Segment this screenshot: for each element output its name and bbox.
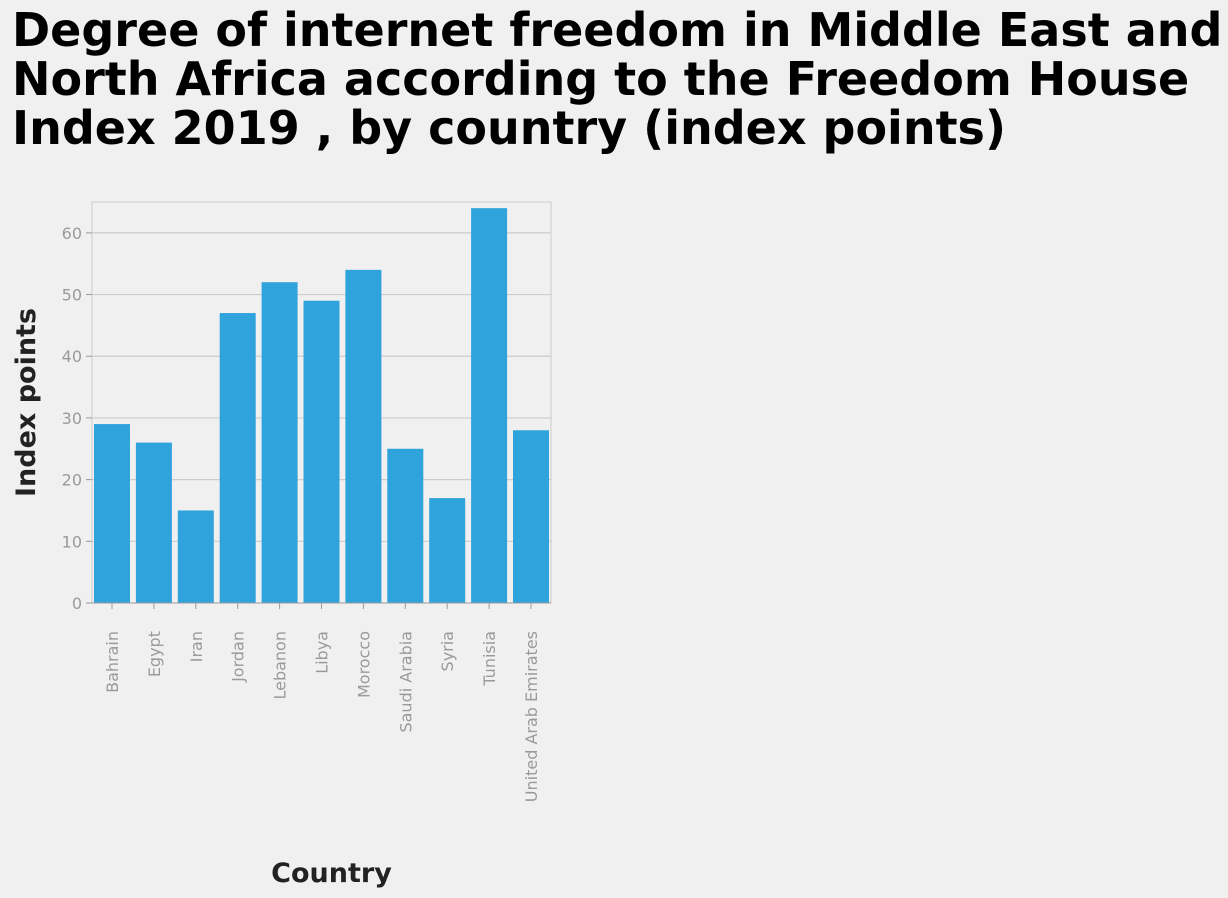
y-tick-label: 40	[62, 347, 82, 366]
bar-united-arab-emirates	[513, 430, 549, 603]
y-axis: 0 10 20 30 40 50 60	[62, 224, 92, 613]
bar-lebanon	[261, 282, 298, 603]
x-axis: Bahrain Egypt Iran Jordan Lebanon Libya Morocc…	[92, 602, 551, 802]
x-tick-label: Saudi Arabia	[396, 631, 415, 733]
y-axis-title: Index points	[11, 308, 42, 497]
x-tick-label: Libya	[313, 631, 332, 674]
x-axis-title: Country	[271, 858, 392, 889]
bar-morocco	[345, 269, 382, 603]
bar-iran	[177, 510, 214, 603]
bar-egypt	[135, 442, 172, 603]
bar-tunisia	[471, 208, 508, 603]
x-tick-label: Morocco	[354, 631, 373, 698]
bar-libya	[303, 300, 340, 603]
bars	[94, 208, 549, 603]
x-tick-label: United Arab Emirates	[522, 631, 541, 802]
x-tick-label: Tunisia	[480, 631, 499, 687]
y-tick-label: 60	[62, 224, 82, 243]
y-tick-label: 50	[62, 286, 82, 305]
x-tick-label: Jordan	[229, 631, 248, 683]
x-tick-label: Lebanon	[271, 631, 290, 700]
bar-saudi-arabia	[387, 448, 424, 603]
bar-syria	[429, 498, 466, 603]
x-tick-label: Syria	[438, 631, 457, 671]
bar-bahrain	[94, 424, 130, 603]
y-tick-label: 30	[62, 409, 82, 428]
x-tick-label: Egypt	[145, 631, 164, 677]
y-tick-label: 10	[62, 532, 82, 551]
x-tick-label: Iran	[187, 631, 206, 662]
bar-jordan	[219, 313, 256, 603]
x-tick-label: Bahrain	[103, 631, 122, 693]
chart-title: Degree of internet freedom in Middle Eas…	[12, 3, 1223, 155]
y-tick-label: 0	[72, 594, 82, 613]
y-tick-label: 20	[62, 471, 82, 490]
